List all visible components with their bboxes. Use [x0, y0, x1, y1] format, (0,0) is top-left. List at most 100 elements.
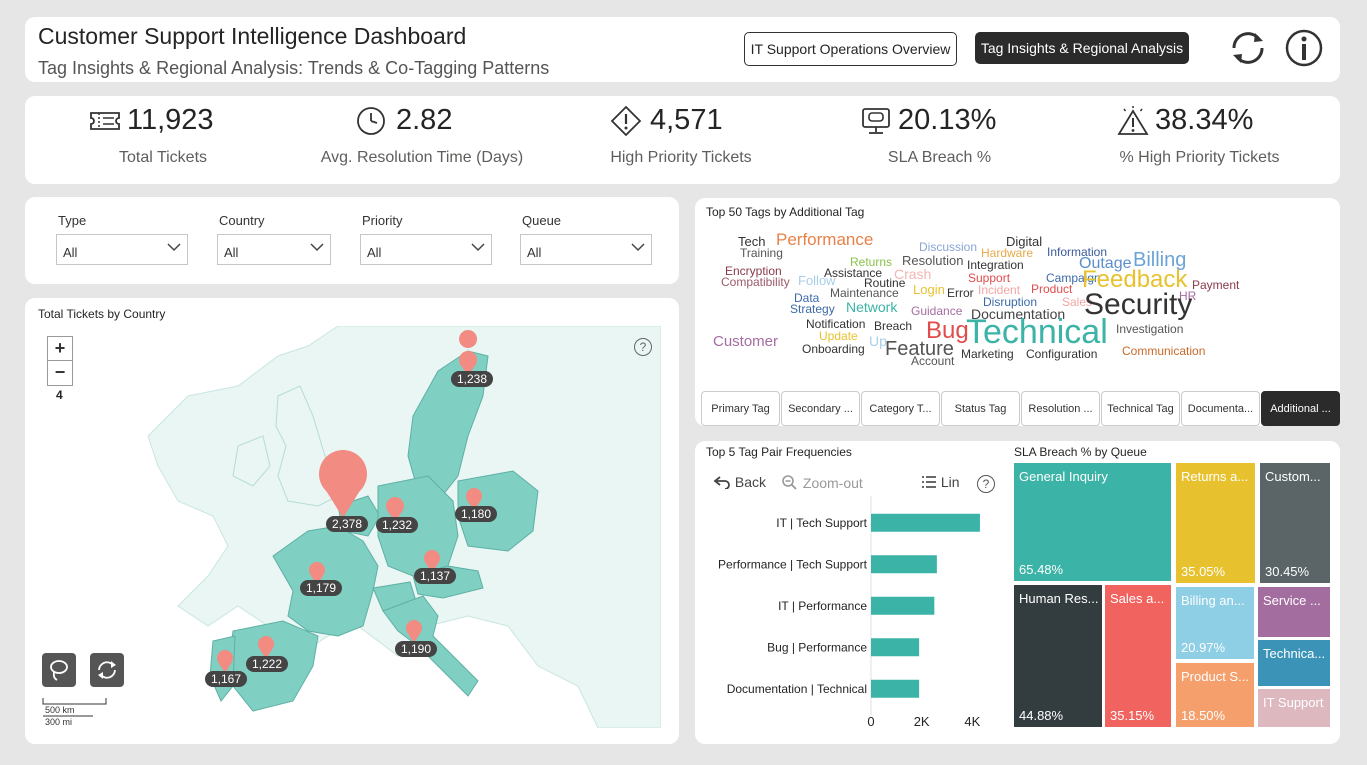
linear-scale-button[interactable]: Lin [921, 474, 960, 490]
bar[interactable] [871, 596, 935, 615]
tag-tab[interactable]: Primary Tag [701, 391, 780, 426]
treemap-tile[interactable]: Returns a... 35.05% [1176, 463, 1255, 583]
wordcloud-word[interactable]: Disruption [983, 295, 1038, 309]
wordcloud-word[interactable]: Onboarding [802, 342, 865, 356]
country-dropdown[interactable]: All [217, 234, 331, 265]
lasso-select-button[interactable] [42, 653, 76, 687]
wordcloud-word[interactable]: Incident [978, 283, 1021, 297]
wordcloud-word[interactable]: Returns [850, 255, 893, 269]
zoom-out-chart-button[interactable]: Zoom-out [781, 474, 863, 491]
wordcloud-word[interactable]: Communication [1122, 344, 1206, 358]
info-icon[interactable] [1284, 28, 1324, 68]
wordcloud-word[interactable]: Technical [966, 313, 1108, 351]
treemap-tile[interactable]: Human Res... 44.88% [1014, 585, 1102, 727]
wordcloud-word[interactable]: Account [911, 354, 955, 368]
nav-tag-insights-button[interactable]: Tag Insights & Regional Analysis [975, 32, 1189, 64]
tag-tab[interactable]: Technical Tag [1101, 391, 1180, 426]
wordcloud-word[interactable]: Discussion [919, 240, 978, 254]
zoom-in-button[interactable]: + [47, 336, 73, 362]
map-pin-label[interactable]: 1,222 [246, 656, 289, 672]
map-pin-label[interactable]: 2,378 [326, 516, 369, 532]
wordcloud-word[interactable]: Hardware [981, 246, 1034, 260]
priority-dropdown[interactable]: All [360, 234, 492, 265]
europe-map[interactable]: 1,238 2,378 1,232 1,180 1,137 1,179 1,19… [38, 326, 661, 728]
wordcloud-word[interactable]: Information [1047, 245, 1108, 259]
wordcloud-word[interactable]: Bug [926, 317, 969, 344]
map-pin-label[interactable]: 1,137 [414, 568, 457, 584]
treemap-tile[interactable]: IT Support [1258, 689, 1330, 727]
reset-map-button[interactable] [90, 653, 124, 687]
map-pin-label[interactable]: 1,167 [205, 671, 248, 687]
tag-tab[interactable]: Status Tag [941, 391, 1020, 426]
wordcloud-word[interactable]: Routine [864, 276, 906, 290]
bar[interactable] [871, 638, 920, 657]
tag-tab[interactable]: Secondary ... [781, 391, 860, 426]
map-help-icon[interactable]: ? [634, 338, 652, 356]
treemap-tile[interactable]: Service ... [1258, 587, 1330, 637]
wordcloud-word[interactable]: Up [869, 333, 887, 349]
wordcloud-word[interactable]: Maintenance [830, 286, 899, 300]
wordcloud-word[interactable]: Follow [798, 273, 836, 288]
wordcloud-word[interactable]: Login [913, 282, 945, 297]
wordcloud-word[interactable]: Marketing [961, 347, 1014, 361]
map-pin-label[interactable]: 1,190 [395, 641, 438, 657]
zoom-out-button[interactable]: − [47, 360, 73, 386]
wordcloud-word[interactable]: Strategy [790, 302, 835, 316]
bar[interactable] [871, 679, 920, 698]
wordcloud-word[interactable]: Training [740, 246, 783, 260]
wordcloud-word[interactable]: Support [968, 271, 1011, 285]
tag-tab[interactable]: Resolution ... [1021, 391, 1100, 426]
wordcloud-word[interactable]: Breach [874, 319, 913, 333]
treemap-tile[interactable]: Custom... 30.45% [1260, 463, 1330, 583]
wordcloud-word[interactable]: Payment [1192, 278, 1240, 292]
wordcloud-word[interactable]: Security [1084, 288, 1193, 321]
wordcloud-word[interactable]: Product [1031, 282, 1073, 296]
wordcloud-word[interactable]: Error [947, 286, 974, 300]
treemap-tile[interactable]: Sales a... 35.15% [1105, 585, 1171, 727]
wordcloud-word[interactable]: Integration [967, 258, 1024, 272]
tag-tab[interactable]: Documenta... [1181, 391, 1260, 426]
wordcloud-word[interactable]: Notification [806, 317, 866, 331]
treemap-tile[interactable]: General Inquiry 65.48% [1014, 463, 1171, 581]
wordcloud-word[interactable]: Resolution [902, 253, 964, 268]
wordcloud-word[interactable]: Compatibility [721, 275, 790, 289]
wordcloud-word[interactable]: Configuration [1026, 347, 1098, 361]
back-button[interactable]: Back [713, 474, 766, 490]
wordcloud-word[interactable]: Guidance [911, 304, 963, 318]
treemap-tile[interactable]: Product S... 18.50% [1176, 663, 1254, 727]
wordcloud-word[interactable]: Documentation [971, 306, 1066, 322]
wordcloud-word[interactable]: Performance [776, 230, 874, 249]
bar[interactable] [871, 555, 937, 574]
type-dropdown[interactable]: All [56, 234, 188, 265]
wordcloud-word[interactable]: Digital [1006, 234, 1043, 249]
refresh-icon[interactable] [1228, 29, 1268, 67]
tag-tab[interactable]: Category T... [861, 391, 940, 426]
wordcloud-word[interactable]: HR [1179, 289, 1197, 303]
wordcloud-word[interactable]: Tech [738, 234, 766, 249]
tag-tab[interactable]: Additional ... [1261, 391, 1340, 426]
bar[interactable] [871, 513, 980, 532]
wordcloud-word[interactable]: Sales [1062, 295, 1093, 309]
bar-help-icon[interactable]: ? [977, 475, 995, 493]
wordcloud-word[interactable]: Assistance [824, 266, 883, 280]
map-pin-label[interactable]: 1,238 [451, 371, 494, 387]
wordcloud-word[interactable]: Update [819, 329, 858, 343]
nav-it-support-overview-button[interactable]: IT Support Operations Overview [744, 32, 957, 66]
map-pin-label[interactable]: 1,180 [455, 506, 498, 522]
wordcloud-word[interactable]: Feedback [1082, 266, 1188, 293]
wordcloud-word[interactable]: Outage [1079, 255, 1132, 272]
wordcloud-word[interactable]: Campaign [1046, 271, 1101, 285]
map-pin-label[interactable]: 1,179 [300, 580, 343, 596]
wordcloud-word[interactable]: Investigation [1116, 322, 1184, 336]
treemap-tile[interactable]: Technica... [1258, 640, 1330, 686]
wordcloud-word[interactable]: Data [794, 291, 820, 305]
wordcloud-word[interactable]: Feature [885, 338, 954, 360]
treemap-tile[interactable]: Billing an... 20.97% [1176, 587, 1254, 659]
wordcloud-word[interactable]: Customer [713, 333, 779, 350]
wordcloud-word[interactable]: Network [846, 299, 898, 315]
wordcloud-word[interactable]: Crash [894, 266, 932, 282]
map-pin-label[interactable]: 1,232 [376, 517, 419, 533]
wordcloud-word[interactable]: Billing [1133, 249, 1187, 271]
wordcloud-word[interactable]: Encryption [725, 264, 782, 278]
queue-dropdown[interactable]: All [520, 234, 652, 265]
